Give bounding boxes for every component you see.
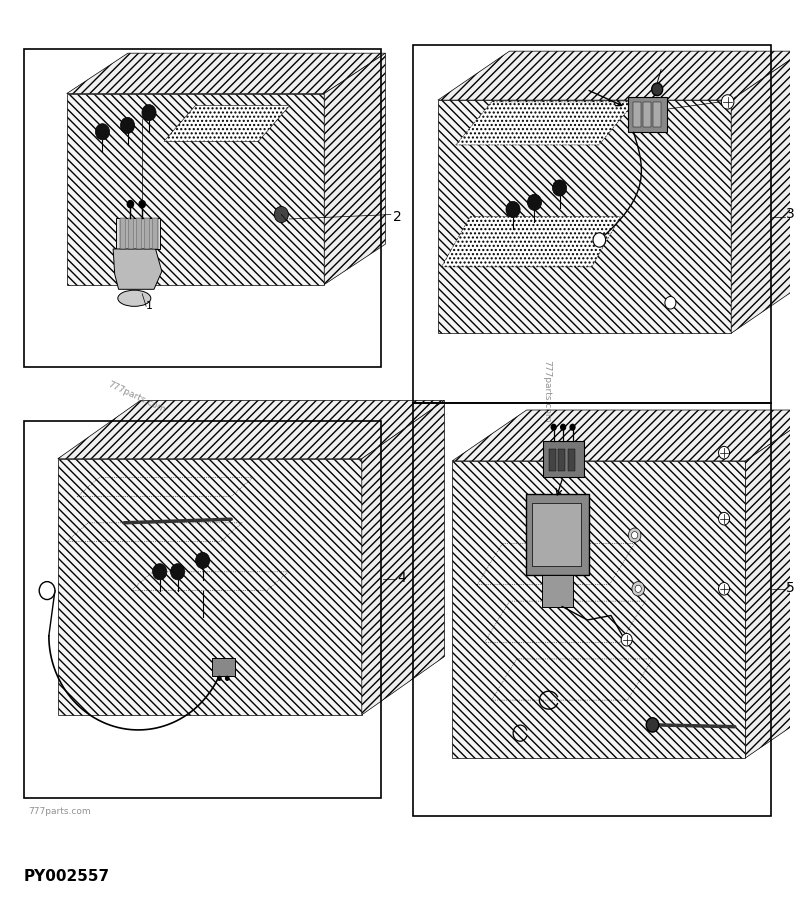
Circle shape bbox=[225, 676, 230, 681]
Circle shape bbox=[153, 564, 166, 580]
Polygon shape bbox=[58, 400, 444, 459]
Circle shape bbox=[646, 718, 659, 732]
Polygon shape bbox=[324, 53, 386, 284]
Circle shape bbox=[142, 105, 156, 120]
Bar bbox=[633, 102, 641, 127]
Text: 3: 3 bbox=[786, 207, 795, 222]
Text: 2: 2 bbox=[394, 210, 402, 224]
Polygon shape bbox=[164, 106, 290, 141]
Bar bbox=[532, 503, 581, 567]
Bar bbox=[24, 421, 382, 797]
Bar bbox=[136, 217, 142, 249]
Circle shape bbox=[632, 582, 645, 596]
Circle shape bbox=[39, 582, 55, 599]
Text: 4: 4 bbox=[397, 571, 406, 585]
Bar bbox=[643, 102, 651, 127]
Circle shape bbox=[560, 424, 566, 431]
Bar bbox=[549, 449, 556, 472]
Text: 777parts.com: 777parts.com bbox=[542, 360, 551, 424]
Text: 5: 5 bbox=[786, 581, 795, 595]
Circle shape bbox=[170, 564, 185, 580]
Circle shape bbox=[274, 206, 288, 223]
Polygon shape bbox=[442, 216, 620, 267]
Circle shape bbox=[127, 201, 134, 208]
Bar bbox=[413, 44, 770, 404]
Circle shape bbox=[665, 297, 676, 309]
Polygon shape bbox=[452, 461, 746, 757]
Circle shape bbox=[139, 201, 146, 208]
Bar bbox=[654, 102, 661, 127]
Polygon shape bbox=[116, 217, 160, 249]
Circle shape bbox=[527, 195, 542, 210]
Bar bbox=[211, 658, 235, 676]
Polygon shape bbox=[542, 576, 574, 606]
Circle shape bbox=[550, 424, 557, 431]
Circle shape bbox=[718, 446, 730, 459]
Polygon shape bbox=[746, 410, 800, 757]
Bar bbox=[144, 217, 150, 249]
Polygon shape bbox=[66, 93, 324, 284]
Text: 1: 1 bbox=[146, 301, 153, 311]
Ellipse shape bbox=[118, 291, 151, 307]
Polygon shape bbox=[731, 52, 800, 333]
Circle shape bbox=[570, 424, 576, 431]
Bar bbox=[152, 217, 158, 249]
Polygon shape bbox=[452, 410, 800, 461]
Circle shape bbox=[506, 202, 520, 217]
Text: PY002557: PY002557 bbox=[24, 869, 110, 884]
Bar bbox=[128, 217, 134, 249]
Circle shape bbox=[121, 118, 134, 133]
Polygon shape bbox=[66, 53, 386, 93]
Bar bbox=[543, 441, 584, 477]
Bar bbox=[526, 494, 589, 576]
Bar bbox=[120, 217, 126, 249]
Circle shape bbox=[652, 83, 662, 96]
Circle shape bbox=[631, 531, 638, 538]
Circle shape bbox=[593, 233, 606, 247]
Circle shape bbox=[635, 586, 642, 593]
Polygon shape bbox=[362, 400, 444, 715]
Bar bbox=[413, 404, 770, 815]
Polygon shape bbox=[456, 102, 634, 145]
Bar bbox=[568, 449, 575, 472]
Circle shape bbox=[217, 676, 222, 681]
Bar bbox=[24, 49, 382, 367]
Circle shape bbox=[718, 583, 730, 595]
Polygon shape bbox=[113, 249, 162, 290]
Polygon shape bbox=[438, 52, 800, 100]
Text: 777parts.com: 777parts.com bbox=[28, 807, 90, 815]
Circle shape bbox=[195, 552, 210, 568]
Circle shape bbox=[95, 124, 110, 140]
Bar bbox=[628, 97, 667, 132]
Circle shape bbox=[621, 634, 632, 646]
Polygon shape bbox=[438, 100, 731, 333]
Circle shape bbox=[718, 512, 730, 525]
Bar bbox=[558, 449, 566, 472]
Circle shape bbox=[628, 528, 641, 542]
Polygon shape bbox=[58, 459, 362, 715]
Circle shape bbox=[553, 180, 566, 196]
Text: 777parts.com: 777parts.com bbox=[106, 379, 167, 414]
Circle shape bbox=[722, 95, 734, 110]
